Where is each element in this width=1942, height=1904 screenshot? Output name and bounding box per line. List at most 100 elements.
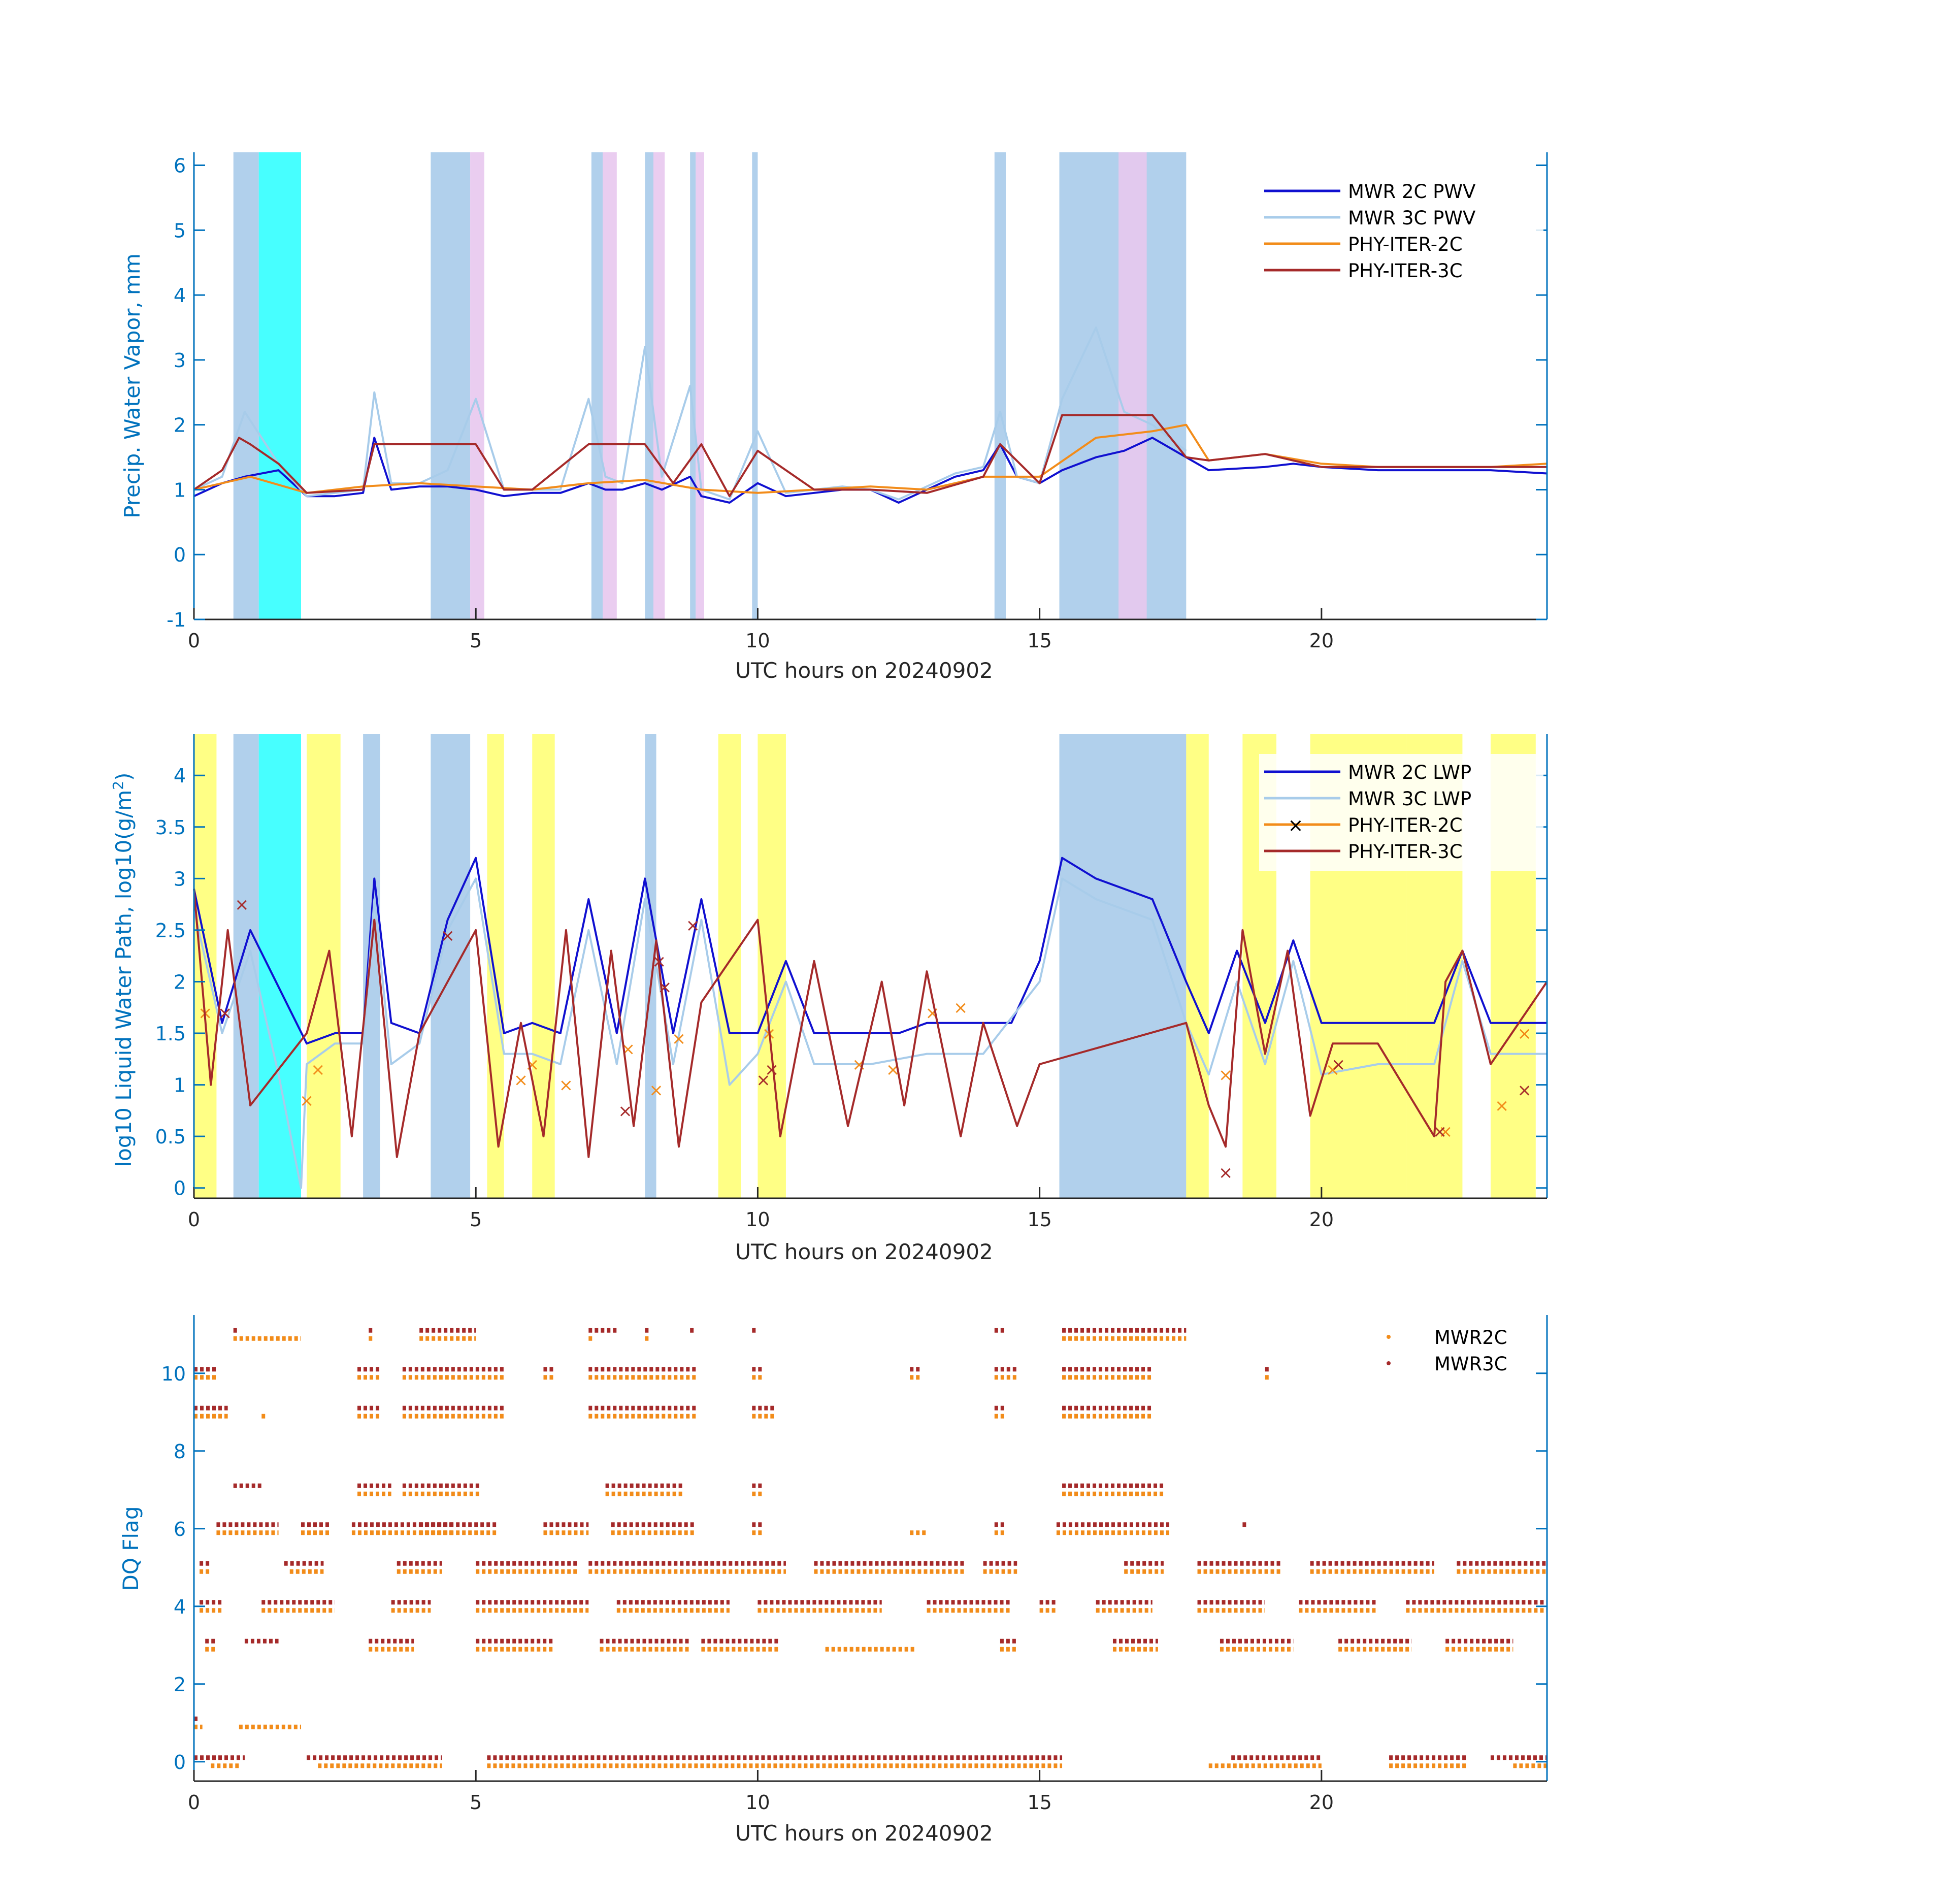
pwv-shade-pink-3: [696, 152, 704, 619]
lwp-marker-phy-iter-3c: ×: [235, 895, 249, 915]
lwp-marker-phy-iter-3c: ×: [756, 1070, 771, 1090]
lwp-marker-phy-iter-3c: ×: [1219, 1163, 1233, 1183]
lwp-marker-phy-iter-2c: ×: [514, 1070, 529, 1090]
lwp-shade-yellow-1: [307, 734, 341, 1198]
lwp-marker-phy-iter-3c: ×: [657, 977, 672, 998]
lwp-y-label-sup: 2: [110, 781, 126, 790]
lwp-shade-blue-3: [645, 734, 656, 1198]
lwp-x-label: UTC hours on 20240902: [735, 1239, 993, 1264]
lwp-y-tick-label: 1.5: [155, 1023, 186, 1045]
dq-y-tick-label: 6: [174, 1518, 186, 1540]
lwp-x-tick-label: 5: [470, 1208, 482, 1231]
pwv-shade-pink-1: [603, 152, 617, 619]
lwp-y-label-main: log10 Liquid Water Path, log10(g/m: [111, 790, 136, 1167]
lwp-shade-yellow-6: [1186, 734, 1209, 1198]
lwp-legend-label-phy3c: PHY-ITER-3C: [1348, 841, 1463, 863]
pwv-shade-blue-1: [431, 152, 471, 619]
lwp-marker-phy-iter-2c: ×: [1517, 1024, 1532, 1044]
lwp-legend-label-mwr2c: MWR 2C LWP: [1348, 762, 1471, 783]
lwp-y-tick-label: 1: [174, 1074, 186, 1097]
lwp-x-tick-label: 10: [745, 1208, 770, 1231]
lwp-panel: ××××××××× ×× ×× ×× ××××××××××××××××× 0 5 10 15 2…: [110, 734, 1548, 1264]
dq-x-tick-label: 5: [470, 1791, 482, 1814]
dq-legend-label-mwr2c: MWR2C: [1434, 1327, 1507, 1349]
dq-legend: MWR2C MWR3C: [1387, 1327, 1507, 1375]
dq-series: [194, 1328, 1547, 1768]
lwp-marker-phy-iter-3c: ×: [652, 951, 667, 972]
lwp-marker-phy-iter-3c: ×: [1331, 1055, 1346, 1075]
lwp-legend: MWR 2C LWP MWR 3C LWP × PHY-ITER-2C PHY-…: [1259, 754, 1543, 871]
pwv-x-tick-label: 0: [188, 630, 200, 652]
pwv-shade-blue-0: [233, 152, 259, 619]
dq-y-tick-label: 4: [174, 1596, 186, 1618]
lwp-shade-blue-0: [233, 734, 259, 1198]
pwv-legend-label-mwr2c: MWR 2C PWV: [1348, 181, 1475, 203]
pwv-y-tick-label: 3: [174, 349, 186, 372]
pwv-y-label: Precip. Water Vapor, mm: [120, 253, 145, 518]
dq-y-tick-label: 0: [174, 1751, 186, 1774]
pwv-legend-label-mwr3c: MWR 3C PWV: [1348, 207, 1475, 229]
lwp-shade-blue-2: [431, 734, 471, 1198]
lwp-axes: 0 5 10 15 20 0 0.5 1 1.5 2 2.5 3 3.5 4: [155, 734, 1548, 1231]
lwp-y-tick-label: 3.5: [155, 816, 186, 839]
pwv-y-tick-label: 0: [174, 544, 186, 566]
lwp-marker-phy-iter-3c: ×: [440, 926, 455, 946]
lwp-y-label: log10 Liquid Water Path, log10(g/m2): [110, 772, 136, 1167]
pwv-shade-blue-6: [994, 152, 1006, 619]
lwp-marker-phy-iter-3c: ×: [1433, 1122, 1447, 1142]
pwv-x-tick-label: 10: [745, 630, 770, 652]
lwp-marker-phy-iter-2c: ×: [953, 998, 968, 1018]
dq-x-label: UTC hours on 20240902: [735, 1821, 993, 1846]
lwp-series: ××××××××× ×× ×× ×× ×××××××××××××××××: [193, 857, 1548, 1189]
dq-x-tick-label: 0: [188, 1791, 200, 1814]
lwp-y-tick-label: 2.5: [155, 920, 186, 942]
lwp-shade-cyan-0: [258, 734, 301, 1198]
lwp-marker-phy-iter-2c: ×: [559, 1075, 574, 1096]
lwp-legend-label-mwr3c: MWR 3C LWP: [1348, 788, 1471, 810]
pwv-shade-pink-0: [470, 152, 484, 619]
lwp-y-tick-label: 0.5: [155, 1126, 186, 1148]
pwv-y-tick-label: -1: [167, 609, 186, 631]
lwp-marker-phy-iter-3c: ×: [618, 1101, 633, 1121]
pwv-line-mwr-2c-pwv: [193, 437, 1548, 504]
pwv-y-tick-label: 5: [174, 219, 186, 242]
lwp-marker-phy-iter-2c: ×: [1495, 1096, 1509, 1116]
pwv-series: [193, 326, 1548, 504]
lwp-marker-phy-iter-2c: ×: [649, 1080, 664, 1101]
lwp-y-label-tail: ): [111, 772, 136, 780]
dq-y-label: DQ Flag: [118, 1506, 143, 1591]
lwp-marker-phy-iter-2c: ×: [300, 1091, 314, 1111]
lwp-line-phy-iter-3c: [193, 889, 1548, 1158]
pwv-shade-blue-4: [690, 152, 696, 619]
lwp-marker-phy-iter-2c: ×: [672, 1029, 686, 1049]
pwv-shade-blue-5: [752, 152, 758, 619]
pwv-shade-cyan-0: [258, 152, 301, 619]
dq-x-tick-label: 20: [1309, 1791, 1334, 1814]
lwp-x-tick-label: 0: [188, 1208, 200, 1231]
pwv-shade-pink-2: [653, 152, 665, 619]
lwp-shade-blue-1: [363, 734, 380, 1198]
pwv-line-phy-iter-2c: [193, 423, 1548, 494]
lwp-legend-label-phy2c: PHY-ITER-2C: [1348, 814, 1463, 836]
lwp-shade-yellow-0: [194, 734, 217, 1198]
pwv-y-tick-label: 2: [174, 414, 186, 437]
lwp-y-tick-label: 4: [174, 765, 186, 787]
dq-legend-marker-mwr3c: [1387, 1361, 1391, 1365]
lwp-x-tick-label: 20: [1309, 1208, 1334, 1231]
lwp-legend-marker-phy2c: ×: [1288, 814, 1303, 836]
lwp-marker-phy-iter-2c: ×: [1326, 1060, 1340, 1080]
pwv-legend-label-phy3c: PHY-ITER-3C: [1348, 260, 1463, 282]
pwv-y-tick-label: 4: [174, 284, 186, 307]
lwp-marker-phy-iter-3c: ×: [685, 915, 700, 936]
dq-y-tick-label: 10: [161, 1363, 186, 1385]
pwv-line-mwr-3c-pwv: [193, 326, 1187, 501]
lwp-shade-blue-4: [1059, 734, 1187, 1198]
pwv-legend-label-phy2c: PHY-ITER-2C: [1348, 234, 1463, 255]
lwp-marker-phy-iter-2c: ×: [1438, 1122, 1453, 1142]
lwp-y-tick-label: 0: [174, 1177, 186, 1200]
pwv-shade-blue-2: [591, 152, 603, 619]
pwv-x-tick-label: 5: [470, 630, 482, 652]
